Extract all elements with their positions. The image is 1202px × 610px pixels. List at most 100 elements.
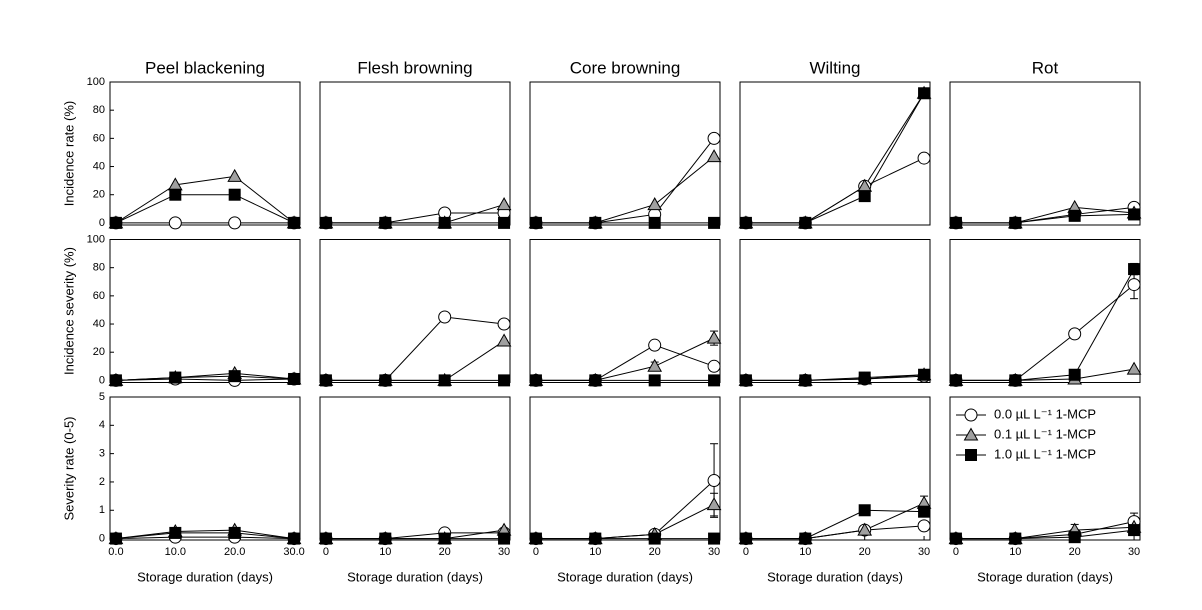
marker (648, 338, 662, 352)
panel-frame (319, 239, 511, 383)
marker (648, 374, 661, 387)
marker (706, 149, 722, 163)
marker (1127, 278, 1141, 292)
marker (379, 216, 392, 229)
series-line (115, 529, 295, 540)
x-tick-label: 20.0 (224, 546, 245, 558)
marker (1009, 532, 1022, 545)
series-line (535, 337, 715, 381)
marker (1068, 327, 1082, 341)
marker (589, 374, 602, 387)
x-tick-label: 30 (1128, 546, 1140, 558)
marker (529, 216, 542, 229)
panel-title: Wilting (809, 58, 860, 77)
marker (1009, 216, 1022, 229)
legend-marker (965, 449, 977, 461)
marker (498, 374, 511, 387)
panel-title: Core browning (570, 58, 681, 77)
x-tick-label: 10 (379, 546, 391, 558)
series-line (955, 268, 1135, 381)
y-tick-label: 80 (93, 104, 105, 116)
panel-frame (949, 81, 1141, 226)
marker (858, 190, 871, 203)
marker (379, 374, 392, 387)
panel-frame (949, 239, 1141, 383)
series-line (535, 138, 715, 224)
marker (228, 526, 241, 539)
marker (858, 371, 871, 384)
marker (707, 474, 721, 488)
panel-frame (319, 396, 511, 541)
x-axis-label: Storage duration (days) (137, 569, 273, 584)
marker (858, 504, 871, 517)
series-line (955, 284, 1135, 381)
panel-frame (739, 81, 931, 226)
x-axis-label: Storage duration (days) (767, 569, 903, 584)
x-tick-label: 10 (799, 546, 811, 558)
marker (109, 532, 122, 545)
marker (438, 374, 451, 387)
marker (319, 216, 332, 229)
marker (529, 374, 542, 387)
marker (497, 317, 511, 331)
marker (498, 216, 511, 229)
series-line (115, 175, 295, 224)
panel-frame (109, 239, 301, 383)
x-tick-label: 0 (743, 546, 749, 558)
x-tick-label: 30 (498, 546, 510, 558)
marker (169, 371, 182, 384)
series-line (325, 340, 505, 381)
series-line (115, 532, 295, 540)
y-tick-label: 100 (87, 233, 105, 245)
marker (1128, 524, 1141, 537)
series-line (535, 480, 715, 540)
panel-title: Rot (1032, 58, 1059, 77)
marker (228, 216, 242, 230)
marker (109, 374, 122, 387)
y-tick-label: 40 (93, 160, 105, 172)
marker (918, 368, 931, 381)
x-tick-label: 30 (708, 546, 720, 558)
series-line (115, 375, 295, 381)
marker (288, 216, 301, 229)
legend-label: 1.0 µL L⁻¹ 1-MCP (994, 446, 1096, 461)
x-tick-label: 20 (1069, 546, 1081, 558)
marker (379, 532, 392, 545)
x-tick-label: 20 (649, 546, 661, 558)
series-line (745, 525, 925, 540)
marker (799, 216, 812, 229)
series-line (745, 93, 925, 224)
marker (169, 188, 182, 201)
marker (739, 216, 752, 229)
series-line (745, 374, 925, 381)
panel-frame (949, 396, 1141, 541)
marker (799, 532, 812, 545)
marker (917, 519, 931, 533)
marker (949, 374, 962, 387)
x-tick-label: 20 (859, 546, 871, 558)
y-tick-label: 2 (99, 476, 105, 488)
legend-marker (963, 427, 979, 441)
series-line (115, 194, 295, 224)
y-tick-label: 20 (93, 189, 105, 201)
marker (739, 374, 752, 387)
series-line (745, 502, 925, 540)
y-axis-label: Severity rate (0-5) (61, 416, 76, 520)
marker (707, 131, 721, 145)
panel-frame (739, 396, 931, 541)
marker (227, 168, 243, 182)
legend-marker (964, 408, 978, 422)
marker (799, 374, 812, 387)
series-line (955, 529, 1135, 540)
marker (228, 188, 241, 201)
panel-frame (109, 81, 301, 226)
marker (708, 532, 721, 545)
marker (918, 87, 931, 100)
marker (647, 358, 663, 372)
marker (498, 532, 511, 545)
panel-frame (529, 396, 721, 541)
marker (288, 532, 301, 545)
marker (319, 374, 332, 387)
y-tick-label: 4 (99, 419, 105, 431)
